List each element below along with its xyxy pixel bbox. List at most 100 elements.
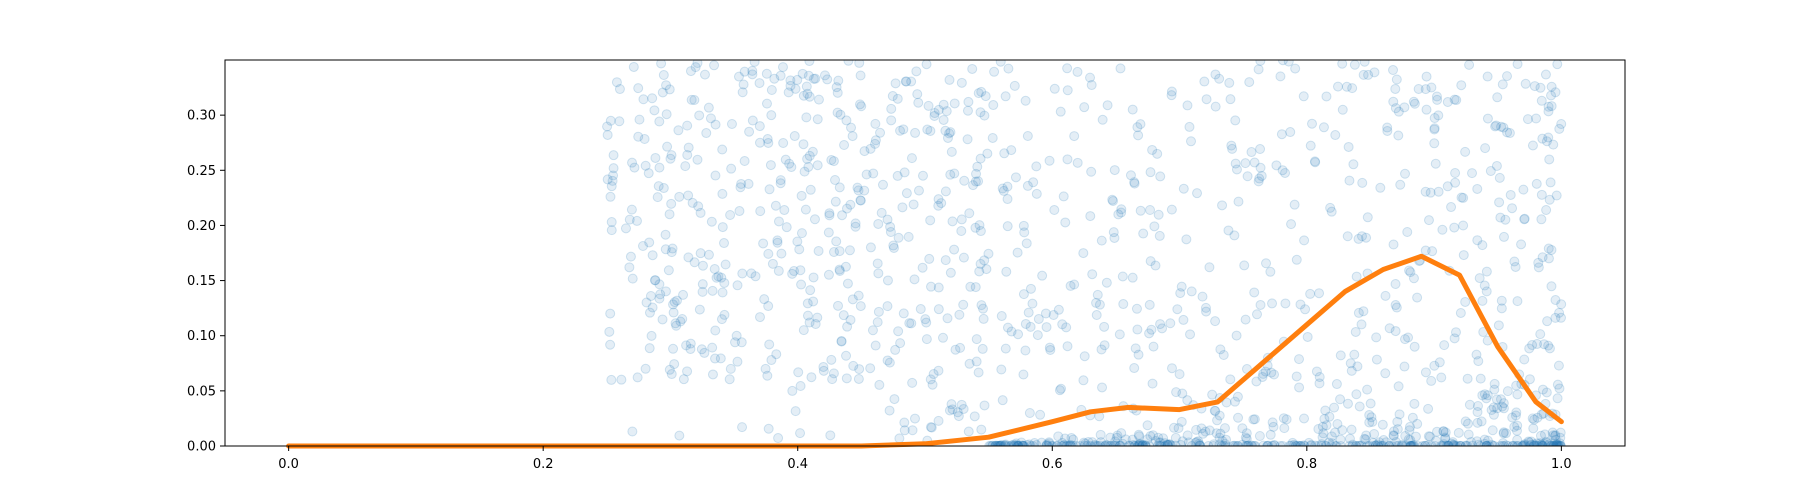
scatter-point: [1507, 203, 1518, 214]
scatter-point: [1066, 432, 1077, 443]
scatter-point: [1550, 87, 1561, 98]
scatter-point: [1519, 439, 1530, 446]
scatter-point: [808, 296, 819, 307]
scatter-point: [865, 143, 876, 154]
scatter-point: [1314, 288, 1325, 299]
scatter-point: [976, 424, 987, 435]
scatter-point: [834, 265, 845, 276]
scatter-point: [845, 314, 856, 325]
scatter-point: [1409, 398, 1420, 409]
scatter-point: [1065, 439, 1076, 446]
scatter-point: [1463, 429, 1474, 440]
scatter-point: [1196, 423, 1207, 434]
scatter-point: [1361, 430, 1372, 441]
scatter-point: [669, 297, 680, 308]
scatter-point: [1172, 304, 1183, 315]
scatter-point: [1194, 440, 1205, 446]
scatter-point: [717, 222, 728, 233]
scatter-point: [1130, 343, 1141, 354]
scatter-point: [1391, 436, 1402, 446]
scatter-point: [1451, 95, 1462, 106]
scatter-point: [1536, 95, 1547, 106]
scatter-point: [1131, 303, 1142, 314]
scatter-point: [1129, 178, 1140, 189]
scatter-point: [1314, 371, 1325, 382]
scatter-point: [654, 116, 665, 127]
scatter-point: [1025, 321, 1036, 332]
scatter-point: [711, 272, 722, 283]
scatter-point: [800, 204, 811, 215]
x-tick-label: 1.0: [1551, 457, 1572, 472]
scatter-point: [1420, 367, 1431, 378]
scatter-point: [1392, 424, 1403, 435]
scatter-point: [833, 75, 844, 86]
scatter-point: [773, 265, 784, 276]
scatter-point: [1550, 295, 1561, 306]
scatter-point: [643, 168, 654, 179]
scatter-point: [1440, 432, 1451, 443]
scatter-point: [995, 60, 1006, 67]
scatter-point: [982, 148, 993, 159]
scatter-point: [1068, 434, 1079, 445]
scatter-point: [793, 367, 804, 378]
scatter-point: [819, 70, 830, 81]
scatter-point: [1127, 434, 1138, 445]
scatter-point: [925, 125, 936, 136]
scatter-point: [660, 286, 671, 297]
scatter-point: [971, 334, 982, 345]
scatter-point: [1337, 104, 1348, 115]
scatter-point: [1072, 157, 1083, 168]
scatter-point: [1128, 440, 1139, 446]
scatter-point: [1275, 71, 1286, 82]
scatter-point: [1191, 437, 1202, 446]
scatter-point: [1473, 356, 1484, 367]
scatter-point: [693, 201, 704, 212]
scatter-point: [1255, 144, 1266, 155]
scatter-point: [1006, 326, 1017, 337]
scatter-point: [987, 132, 998, 143]
scatter-point: [1507, 412, 1518, 423]
scatter-point: [1009, 80, 1020, 91]
scatter-point: [1335, 394, 1346, 405]
scatter-point: [775, 175, 786, 186]
scatter-point: [828, 156, 839, 167]
scatter-point: [1253, 176, 1264, 187]
scatter-point: [1491, 394, 1502, 405]
scatter-point: [1452, 441, 1463, 446]
scatter-point: [1404, 421, 1415, 432]
scatter-point: [1498, 427, 1509, 438]
scatter-point: [1488, 402, 1499, 413]
scatter-point: [854, 99, 865, 110]
scatter-point: [1356, 319, 1367, 330]
scatter-point: [845, 199, 856, 210]
scatter-point: [1430, 158, 1441, 169]
scatter-point: [726, 163, 737, 174]
scatter-point: [1019, 227, 1030, 238]
scatter-point: [660, 229, 671, 240]
scatter-point: [1511, 425, 1522, 436]
scatter-point: [633, 131, 644, 142]
scatter-point: [1153, 432, 1164, 443]
scatter-point: [1482, 71, 1493, 82]
scatter-point: [1090, 439, 1101, 446]
scatter-point: [1527, 140, 1538, 151]
scatter-point: [1446, 438, 1457, 446]
scatter-point: [1436, 372, 1447, 383]
scatter-point: [720, 259, 731, 270]
scatter-point: [1330, 427, 1341, 438]
scatter-point: [812, 312, 823, 323]
scatter-point: [1078, 375, 1089, 386]
scatter-point: [1380, 290, 1391, 301]
scatter-point: [775, 178, 786, 189]
scatter-point: [1307, 118, 1318, 129]
scatter-point: [1150, 260, 1161, 271]
scatter-point: [1253, 64, 1264, 75]
scatter-point: [909, 274, 920, 285]
scatter-point: [761, 98, 772, 109]
scatter-point: [1299, 235, 1310, 246]
scatter-point: [977, 343, 988, 354]
scatter-point: [1114, 441, 1125, 446]
scatter-point: [904, 318, 915, 329]
scatter-point: [927, 379, 938, 390]
scatter-point: [823, 227, 834, 238]
